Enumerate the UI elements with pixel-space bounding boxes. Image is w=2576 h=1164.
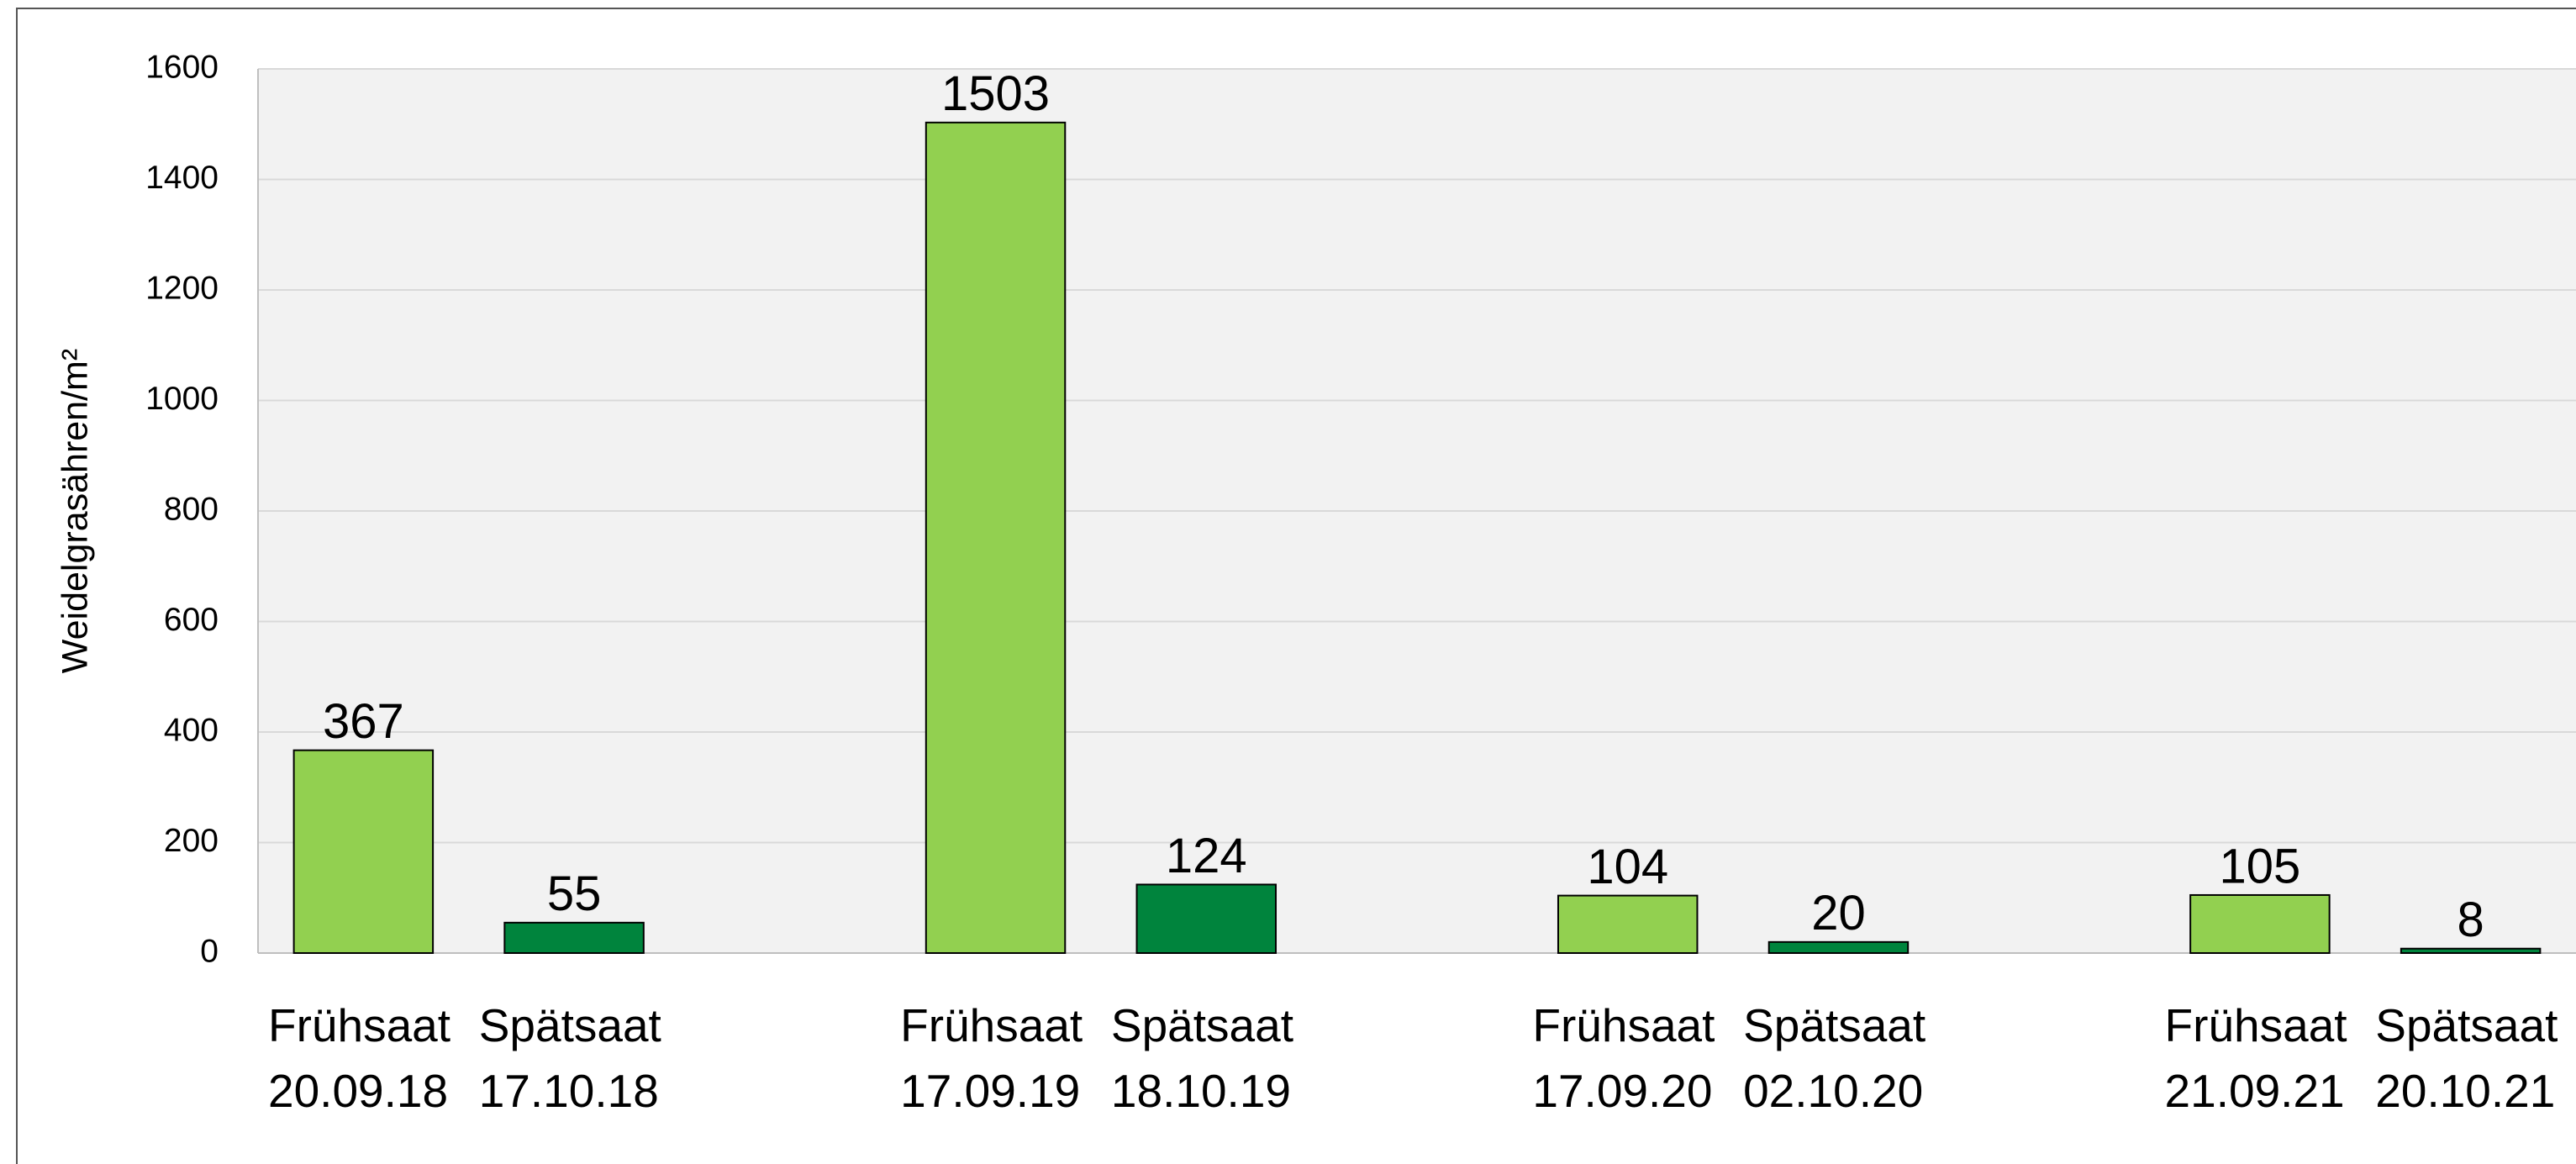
x-tick-label: Spätsaat 02.10.20 xyxy=(1743,999,1926,1117)
x-tick-label: Frühsaat 17.09.19 xyxy=(900,999,1083,1117)
x-tick-label: Spätsaat 18.10.19 xyxy=(1110,999,1294,1117)
y-tick-label: 1200 xyxy=(145,270,219,306)
value-label: 8 xyxy=(2457,893,2484,947)
y-tick-label: 600 xyxy=(164,602,219,638)
bar xyxy=(1557,894,1699,954)
x-tick-label: Spätsaat 20.10.21 xyxy=(2375,999,2558,1117)
value-label: 20 xyxy=(1811,886,1866,940)
bar xyxy=(1135,883,1277,954)
y-tick-label: 0 xyxy=(200,933,219,969)
value-label: 124 xyxy=(1166,829,1247,883)
y-tick-label: 200 xyxy=(164,823,219,859)
bar xyxy=(292,749,435,955)
y-tick-label: 400 xyxy=(164,712,219,748)
y-tick-label: 800 xyxy=(164,491,219,527)
value-label: 367 xyxy=(323,694,404,749)
value-label: 105 xyxy=(2220,839,2301,893)
bar xyxy=(503,921,645,955)
x-tick-label: Frühsaat 21.09.21 xyxy=(2164,999,2347,1117)
frame xyxy=(16,8,2576,1164)
bar xyxy=(1767,940,1910,954)
x-tick-label: Spätsaat 17.10.18 xyxy=(478,999,661,1117)
y-tick-label: 1000 xyxy=(145,381,219,417)
y-tick-label: 1400 xyxy=(145,160,219,196)
y-tick-label: 1600 xyxy=(145,49,219,85)
bar xyxy=(2189,893,2331,955)
y-axis-title: Weidelgrasähren/m² xyxy=(55,349,95,673)
x-tick-label: Frühsaat 17.09.20 xyxy=(1532,999,1715,1117)
bar xyxy=(925,121,1067,954)
value-label: 1503 xyxy=(941,66,1050,121)
x-tick-label: Frühsaat 20.09.18 xyxy=(268,999,451,1117)
value-label: 104 xyxy=(1587,840,1668,894)
value-label: 55 xyxy=(547,866,602,921)
bar xyxy=(2400,947,2542,954)
